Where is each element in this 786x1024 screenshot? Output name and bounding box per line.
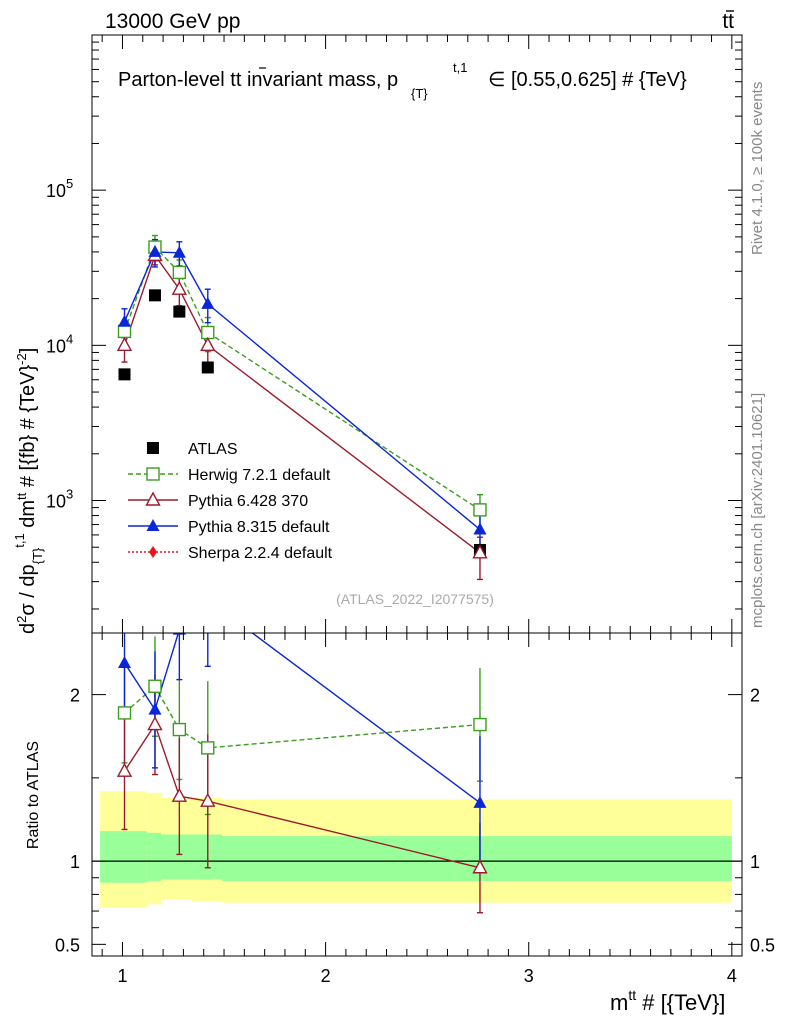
data-point: [148, 289, 161, 302]
ratio-point: [201, 741, 215, 755]
site-label: mcplots.cern.ch [arXiv:2401.10621]: [749, 393, 766, 628]
y-tick-label: 103: [46, 487, 73, 512]
data-point: [171, 280, 188, 295]
data-point: [201, 325, 215, 340]
watermark: (ATLAS_2022_I2077575): [336, 591, 494, 607]
data-point: [118, 314, 131, 327]
ratio-ticks: 0.5 0.5 1 1 2 2 1 2 3 4: [55, 633, 775, 986]
data-point: [116, 336, 133, 352]
ratio-panel: 0.5 0.5 1 1 2 2 1 2 3 4: [55, 593, 775, 986]
data-point: [172, 245, 186, 258]
data-point: [472, 544, 488, 559]
ratio-point: [171, 787, 188, 802]
x-tick-label: 2: [321, 966, 331, 986]
energy-label: 13000 GeV pp: [105, 10, 240, 33]
ratio-band-inner: [161, 834, 192, 880]
ratio-markers: [116, 593, 488, 874]
y-tick-label: 105: [46, 176, 73, 201]
ratio-point: [148, 679, 162, 693]
ratio-bands: [100, 791, 732, 908]
svg-text:Parton-level tt invariant mass: Parton-level tt invariant mass, p: [118, 69, 398, 91]
svg-text:d2σ / dp{T}t,1 dmtt # [{fb} #: d2σ / dp{T}t,1 dmtt # [{fb} # {TeV}-2]: [12, 348, 45, 634]
ratio-line-3: [123, 633, 481, 804]
ratio-point: [201, 593, 214, 605]
ratio-frame: [91, 632, 743, 957]
data-point: [200, 336, 216, 352]
svg-text:∈ [0.55,0.625] # {TeV}: ∈ [0.55,0.625] # {TeV}: [488, 69, 687, 91]
x-tick-label: 1: [117, 966, 127, 986]
ratio-point: [147, 716, 163, 731]
legend-label: Sherpa 2.2.4 default: [188, 545, 333, 562]
legend-label: ATLAS: [188, 441, 238, 458]
legend-label: Herwig 7.2.1 default: [188, 467, 331, 484]
data-point: [201, 296, 215, 309]
ratio-point: [473, 795, 487, 808]
ratio-tick-label-right: 2: [750, 686, 760, 706]
ratio-point: [473, 717, 487, 732]
svg-text:t,1: t,1: [453, 60, 467, 75]
data-point: [473, 522, 487, 535]
x-tick-label: 3: [524, 966, 534, 986]
ratio-point: [200, 792, 216, 807]
y-tick-label: 104: [46, 331, 73, 356]
data-point: [117, 324, 132, 339]
data-point: [201, 361, 214, 374]
main-ticks: 103 104 105: [46, 34, 742, 633]
legend-marker: [149, 546, 157, 558]
x-axis-title: mtt # [{TeV}]: [610, 987, 725, 1015]
legend-marker: [146, 519, 160, 531]
ratio-line-1: [124, 685, 481, 749]
ratio-point: [118, 655, 131, 668]
data-point: [473, 503, 487, 517]
legend-marker: [146, 467, 160, 481]
x-tick-label: 4: [727, 966, 737, 986]
legend: ATLAS Herwig 7.2.1 default Pythia 6.428 37…: [128, 441, 333, 562]
ratio-band-inner: [146, 832, 162, 882]
legend-marker: [147, 442, 159, 454]
ratio-point: [472, 859, 488, 874]
ratio-point: [116, 762, 133, 777]
data-point: [172, 265, 187, 280]
y-axis-title: d2σ / dp{T}t,1 dmtt # [{fb} # {TeV}-2]: [12, 348, 45, 634]
main-panel: 103 104 105: [46, 34, 743, 634]
ratio-band-inner: [191, 834, 222, 880]
ratio-band-inner: [222, 836, 732, 882]
legend-label: Pythia 6.428 370: [188, 493, 308, 510]
ratio-tick-label-right: 0.5: [750, 935, 775, 955]
legend-marker: [145, 491, 161, 506]
ratio-tick-label: 1: [70, 852, 80, 872]
rivet-label: Rivet 4.1.0, ≥ 100k events: [749, 82, 766, 255]
svg-text:mtt # [{TeV}]: mtt # [{TeV}]: [610, 987, 725, 1015]
chart-title: Parton-level tt invariant mass, p {T} t,…: [118, 60, 687, 101]
ratio-tick-label-right: 1: [750, 852, 760, 872]
main-markers: [116, 240, 488, 559]
ratio-point: [172, 722, 187, 737]
ratio-point: [148, 702, 162, 715]
ratio-tick-label: 2: [70, 686, 80, 706]
ratio-point: [117, 706, 132, 720]
ratio-y-axis-title: Ratio to ATLAS: [25, 741, 42, 849]
ratio-band-inner: [100, 831, 147, 883]
svg-text:{T}: {T}: [411, 86, 428, 101]
ratio-tick-label: 0.5: [55, 935, 80, 955]
data-point: [173, 305, 186, 318]
legend-label: Pythia 8.315 default: [188, 519, 330, 536]
data-point: [118, 368, 131, 381]
main-frame: [91, 34, 743, 634]
process-label: tt: [722, 10, 734, 33]
data-point: [148, 244, 162, 257]
